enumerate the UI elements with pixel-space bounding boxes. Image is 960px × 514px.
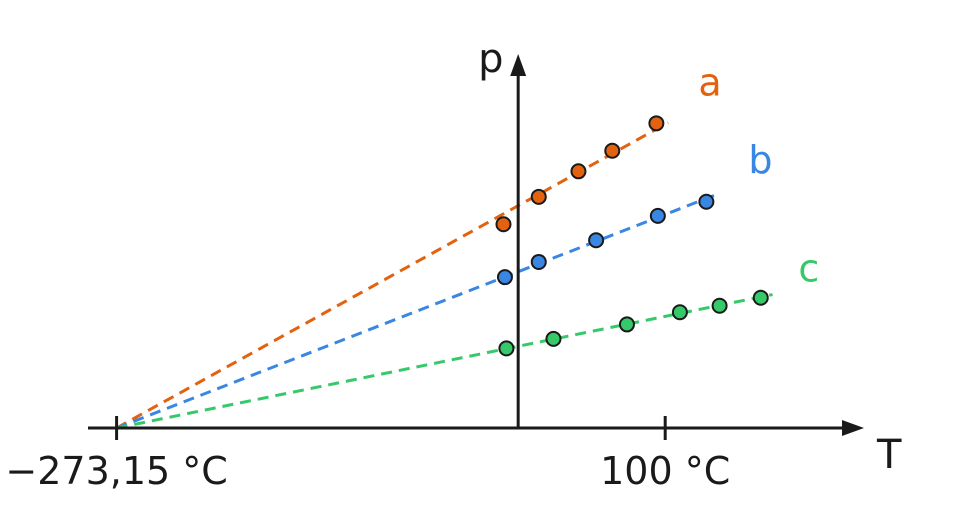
series-a-point [530,188,547,205]
x-tick-label: −273,15 °C [5,449,227,493]
series-b-point [698,193,715,210]
series-b-fit-line [116,192,719,430]
labels: T p −273,15 °C 100 °C ab c [5,36,902,493]
x-tick-label: 100 °C [600,449,730,493]
series-a-point [648,115,665,132]
y-axis-arrow-icon [510,54,527,76]
axes [88,54,864,440]
series-b-point [496,269,513,286]
series-a-point [604,142,621,159]
x-axis-title: T [876,432,902,478]
series-c-point [752,289,769,306]
x-axis-arrow-icon [842,420,864,436]
series-c-point [618,316,635,333]
data-points [495,115,769,357]
series-c-point [711,297,728,314]
series-c-fit-line [116,293,773,430]
series-b-point [530,253,547,270]
fit-lines [115,121,773,430]
series-a-point [570,163,587,180]
series-c-label: c [798,247,819,291]
series-b-point [649,207,666,224]
series-c-point [671,304,688,321]
series-a-label: a [698,61,721,105]
y-axis-title: p [478,36,503,82]
series-a-point [495,216,512,233]
series-c-point [498,340,515,357]
series-b-label: b [748,138,772,182]
series-b-point [588,232,605,249]
series-c-point [545,330,562,347]
